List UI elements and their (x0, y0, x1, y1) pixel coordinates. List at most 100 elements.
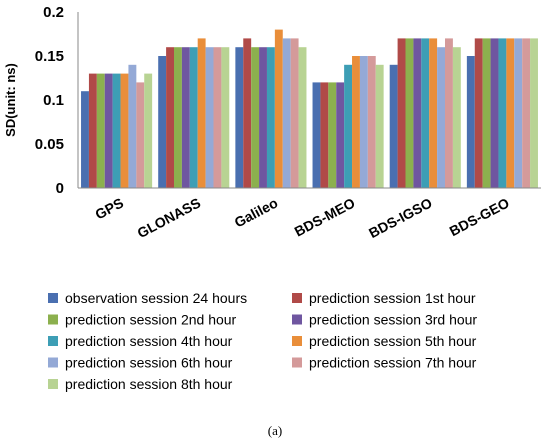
legend-item: prediction session 1st hour (292, 290, 476, 306)
y-tick-label: 0.05 (35, 136, 64, 153)
bar (104, 73, 113, 188)
y-ticks: 0 0.05 0.1 0.15 0.2 (35, 4, 64, 197)
legend-item: prediction session 4th hour (48, 333, 233, 349)
y-tick-label: 0.1 (43, 92, 64, 109)
legend-item: prediction session 8th hour (48, 376, 233, 392)
bar (352, 56, 360, 188)
x-category-label: BDS-GEO (447, 194, 512, 239)
legend-label: prediction session 1st hour (309, 290, 476, 306)
bar (437, 47, 445, 189)
bar (530, 38, 538, 189)
bar (490, 38, 499, 189)
x-category-label: GPS (92, 195, 126, 223)
bar (344, 64, 353, 188)
bar (452, 47, 461, 189)
bar (251, 47, 260, 189)
bar (405, 38, 414, 189)
bar (514, 38, 523, 189)
bar (166, 47, 174, 189)
x-category-label: BDS-MEO (292, 194, 358, 239)
bar (375, 64, 384, 188)
bar (205, 47, 214, 189)
y-tick-label: 0 (56, 180, 64, 197)
legend-swatch (292, 293, 302, 303)
bar (498, 38, 507, 189)
bar (445, 38, 453, 189)
legend-label: prediction session 7th hour (309, 355, 477, 371)
x-category-label: Galileo (232, 195, 281, 231)
legend-item: prediction session 6th hour (48, 355, 233, 371)
bar (128, 64, 137, 188)
bar (312, 82, 321, 188)
bar (522, 38, 531, 189)
bar (112, 73, 121, 188)
legend-item: prediction session 7th hour (292, 355, 477, 371)
bar (482, 38, 491, 189)
bar (235, 47, 244, 189)
legend-label: prediction session 3rd hour (309, 312, 477, 328)
bar (243, 38, 252, 189)
bar (320, 82, 329, 188)
legend: observation session 24 hours prediction s… (48, 290, 477, 392)
legend-item: prediction session 3rd hour (292, 312, 477, 328)
y-axis-label: SD(unit: ns) (3, 63, 18, 137)
y-axis-title: SD(unit: ns) (3, 63, 18, 137)
bars (81, 29, 538, 189)
y-tick-label: 0.2 (43, 4, 64, 21)
legend-swatch (48, 357, 58, 368)
legend-item: observation session 24 hours (48, 290, 247, 306)
bar (397, 38, 406, 189)
bar (174, 47, 182, 189)
legend-swatch (48, 379, 58, 389)
legend-swatch (292, 314, 302, 325)
legend-swatch (48, 314, 58, 325)
bar (213, 47, 222, 189)
bar (181, 47, 190, 189)
bar (282, 38, 291, 189)
bar (88, 73, 97, 188)
legend-label: observation session 24 hours (65, 290, 247, 306)
legend-label: prediction session 5th hour (309, 333, 477, 349)
legend-swatch (48, 336, 58, 346)
bar (189, 47, 198, 189)
bar (266, 47, 275, 189)
legend-label: prediction session 2nd hour (65, 312, 237, 328)
bar (197, 38, 206, 189)
bar (81, 91, 89, 188)
bar (136, 82, 145, 188)
bar (413, 38, 422, 189)
legend-label: prediction session 6th hour (65, 355, 233, 371)
legend-item: prediction session 5th hour (292, 333, 477, 349)
legend-item: prediction session 2nd hour (48, 312, 237, 328)
bar (144, 73, 153, 188)
legend-swatch (292, 336, 302, 346)
legend-label: prediction session 4th hour (65, 333, 233, 349)
bar (389, 64, 398, 188)
bar (359, 56, 368, 188)
bar (474, 38, 483, 189)
legend-swatch (292, 357, 302, 368)
x-category-label: BDS-IGSO (366, 194, 435, 241)
x-category-labels: GPS GLONASS Galileo BDS-MEO BDS-IGSO BDS-GEO (92, 194, 512, 241)
bar (120, 73, 129, 188)
legend-swatch (48, 293, 58, 303)
bar (506, 38, 515, 189)
bar (221, 47, 230, 189)
bar (96, 73, 105, 188)
bar (298, 47, 307, 189)
figure-caption: (a) (268, 423, 282, 438)
bar (259, 47, 267, 189)
x-category-label: GLONASS (135, 195, 204, 242)
legend-label: prediction session 8th hour (65, 376, 233, 392)
y-tick-label: 0.15 (35, 48, 64, 65)
bar (328, 82, 337, 188)
bar (274, 29, 283, 188)
bar (466, 56, 475, 188)
bar (421, 38, 430, 189)
bar (336, 82, 345, 188)
bar (158, 56, 167, 188)
bar (367, 56, 376, 188)
bar (429, 38, 438, 189)
bar (290, 38, 299, 189)
